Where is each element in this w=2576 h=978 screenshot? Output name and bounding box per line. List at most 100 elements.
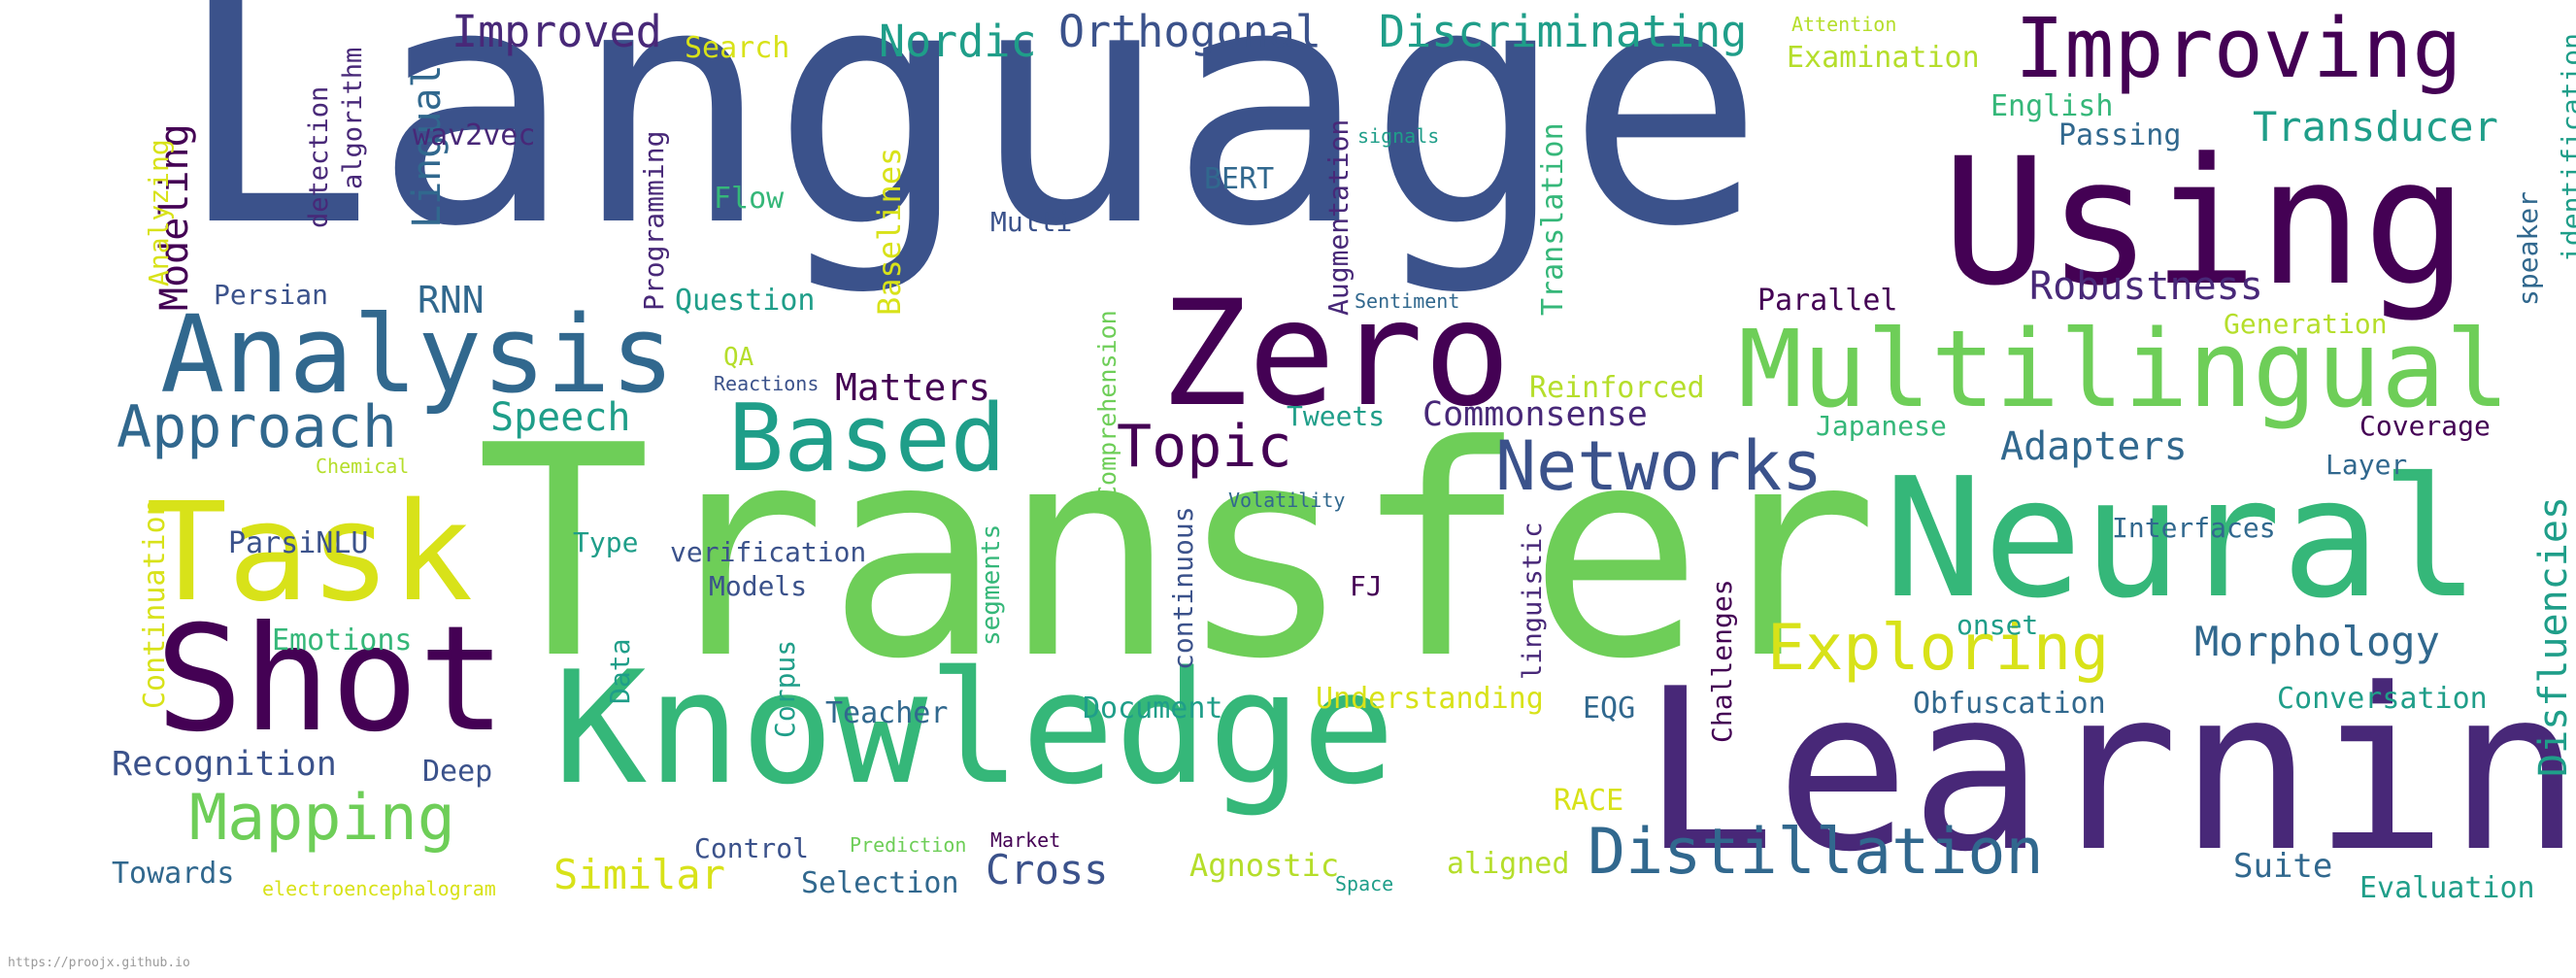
word-exploring: Exploring bbox=[1767, 612, 2110, 685]
word-aligned: aligned bbox=[1447, 847, 1570, 881]
word-segments: segments bbox=[977, 523, 1006, 646]
word-learning: Learning bbox=[1641, 642, 2576, 901]
word-coverage: Coverage bbox=[2359, 410, 2491, 442]
word-recognition: Recognition bbox=[112, 745, 337, 784]
word-search: Search bbox=[685, 31, 790, 65]
word-topic: Topic bbox=[1117, 413, 1292, 481]
word-disfluencies: Disfluencies bbox=[2531, 496, 2576, 777]
word-detection: detection bbox=[304, 85, 334, 228]
word-bert: BERT bbox=[1204, 162, 1275, 196]
word-chemical: Chemical bbox=[316, 455, 410, 478]
word-fj: FJ bbox=[1350, 570, 1383, 602]
word-augmentation: Augmentation bbox=[1322, 118, 1355, 316]
word-improving: Improving bbox=[2015, 1, 2462, 97]
word-selection: Selection bbox=[801, 866, 959, 900]
word-mapping: Mapping bbox=[189, 782, 455, 855]
word-programming: Programming bbox=[638, 130, 670, 311]
word-japanese: Japanese bbox=[1816, 410, 1947, 442]
word-signals: signals bbox=[1357, 124, 1440, 148]
word-multi: Multi bbox=[990, 206, 1073, 238]
word-flow: Flow bbox=[714, 182, 785, 216]
word-evaluation: Evaluation bbox=[2359, 871, 2535, 905]
word-passing: Passing bbox=[2058, 118, 2182, 152]
word-transfer: Transfer bbox=[476, 384, 1879, 723]
word-onset: onset bbox=[1957, 609, 2039, 641]
word-linguistic: linguistic bbox=[1518, 522, 1548, 680]
word-persian: Persian bbox=[214, 279, 329, 311]
word-models: Models bbox=[709, 570, 808, 602]
word-electroencephalogram: electroencephalogram bbox=[262, 877, 496, 900]
word-tweets: Tweets bbox=[1287, 400, 1386, 432]
word-distillation: Distillation bbox=[1588, 816, 2044, 889]
word-data: Data bbox=[604, 638, 636, 704]
word-continuation: Continuation bbox=[138, 498, 172, 709]
word-speaker: speaker bbox=[2512, 190, 2544, 306]
word-similar: Similar bbox=[553, 851, 726, 898]
word-parallel: Parallel bbox=[1757, 284, 1898, 318]
word-towards: Towards bbox=[112, 857, 235, 891]
word-algorithm: algorithm bbox=[338, 47, 368, 189]
word-prediction: Prediction bbox=[850, 833, 967, 857]
word-reactions: Reactions bbox=[714, 372, 820, 395]
word-understanding: Understanding bbox=[1316, 682, 1544, 716]
word-transducer: Transducer bbox=[2253, 103, 2498, 151]
word-english: English bbox=[1991, 89, 2114, 123]
word-zero: Zero bbox=[1160, 270, 1512, 439]
word-approach: Approach bbox=[117, 393, 397, 461]
word-knowledge: Knowledge bbox=[553, 637, 1395, 819]
word-eqg: EQG bbox=[1583, 691, 1636, 725]
word-question: Question bbox=[675, 284, 816, 318]
word-language: Language bbox=[175, 0, 1765, 299]
word-comprehension: Comprehension bbox=[1093, 310, 1121, 500]
word-reinforced: Reinforced bbox=[1529, 371, 1705, 405]
word-teacher: Teacher bbox=[825, 696, 949, 730]
word-matters: Matters bbox=[835, 366, 991, 409]
word-morphology: Morphology bbox=[2194, 618, 2440, 665]
word-challenges: Challenges bbox=[1706, 579, 1738, 743]
word-document: Document bbox=[1083, 691, 1223, 725]
word-sentiment: Sentiment bbox=[1355, 289, 1460, 313]
word-commonsense: Commonsense bbox=[1422, 395, 1648, 434]
word-neural: Neural bbox=[1884, 443, 2481, 635]
word-baselines: Baselines bbox=[871, 147, 908, 316]
word-parsinlu: ParsiNLU bbox=[228, 526, 369, 560]
word-nordic: Nordic bbox=[879, 16, 1037, 67]
word-qa: QA bbox=[723, 343, 754, 372]
word-analyzing: Analyzing bbox=[143, 139, 175, 287]
word-race: RACE bbox=[1554, 784, 1624, 818]
word-verification: verification bbox=[670, 536, 867, 568]
word-suite: Suite bbox=[2233, 847, 2333, 886]
word-using: Using bbox=[1942, 121, 2468, 324]
word-orthogonal: Orthogonal bbox=[1058, 6, 1321, 57]
word-market: Market bbox=[990, 828, 1061, 852]
word-speech: Speech bbox=[490, 395, 631, 440]
word-agnostic: Agnostic bbox=[1189, 847, 1340, 884]
word-corpus: Corpus bbox=[769, 639, 801, 738]
word-shot: Shot bbox=[155, 595, 507, 764]
word-continuous: continuous bbox=[1167, 506, 1199, 670]
word-analysis: Analysis bbox=[160, 292, 675, 417]
word-networks: Networks bbox=[1495, 426, 1823, 506]
word-layer: Layer bbox=[2325, 449, 2408, 481]
word-interfaces: Interfaces bbox=[2112, 512, 2276, 544]
word-space: Space bbox=[1335, 872, 1394, 895]
word-rnn: RNN bbox=[418, 279, 485, 321]
word-conversation: Conversation bbox=[2277, 682, 2488, 716]
footer-url: https://proojx.github.io bbox=[8, 956, 190, 970]
word-based: Based bbox=[728, 386, 1006, 492]
word-translation: Translation bbox=[1536, 122, 1570, 316]
word-multilingual: Multilingual bbox=[1738, 307, 2510, 431]
word-adapters: Adapters bbox=[2000, 424, 2188, 469]
word-cross: Cross bbox=[986, 846, 1109, 894]
word-examination: Examination bbox=[1787, 41, 1980, 75]
word-deep: Deep bbox=[422, 755, 493, 789]
word-emotions: Emotions bbox=[272, 624, 413, 658]
word-wav2vec: wav2vec bbox=[413, 118, 536, 152]
word-attention: Attention bbox=[1791, 13, 1897, 36]
word-robustness: Robustness bbox=[2029, 264, 2263, 309]
word-generation: Generation bbox=[2224, 308, 2388, 340]
word-task: Task bbox=[146, 474, 474, 632]
word-improved: Improved bbox=[452, 6, 662, 57]
word-discriminating: Discriminating bbox=[1379, 6, 1748, 57]
